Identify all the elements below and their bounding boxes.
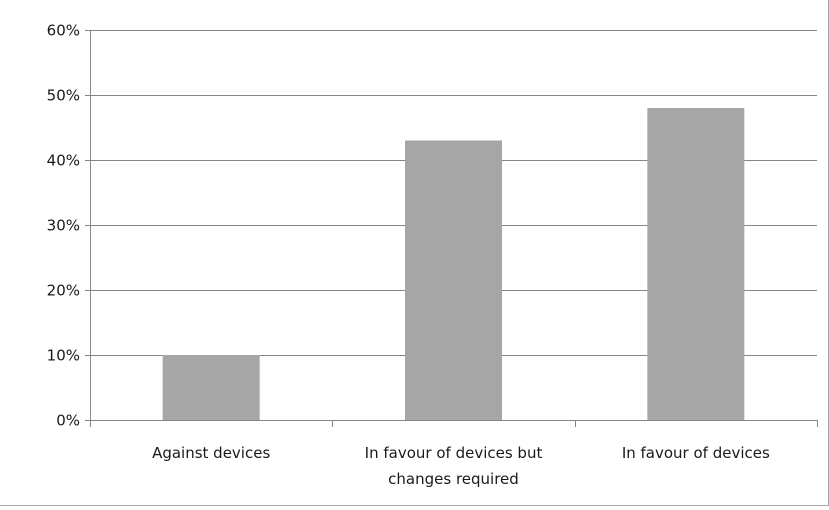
x-tick-label: In favour of devices but changes required — [365, 444, 543, 488]
axes — [85, 30, 818, 427]
y-tick-label: 40% — [47, 152, 80, 170]
y-tick-label: 50% — [47, 87, 80, 105]
y-tick-label: 20% — [47, 282, 80, 300]
bar — [405, 140, 502, 420]
x-tick-label: Against devices — [152, 444, 270, 462]
y-tick-label: 60% — [47, 22, 80, 40]
bars — [162, 108, 745, 420]
bar — [647, 108, 745, 420]
bar — [162, 355, 260, 420]
x-tick-label: In favour of devices — [622, 444, 770, 462]
axis-labels: 0% 10% 20% 30% 40% 50% 60% Against devices In fa… — [47, 22, 770, 489]
y-tick-label: 0% — [56, 412, 80, 430]
y-tick-label: 30% — [47, 217, 80, 235]
y-tick-label: 10% — [47, 347, 80, 365]
